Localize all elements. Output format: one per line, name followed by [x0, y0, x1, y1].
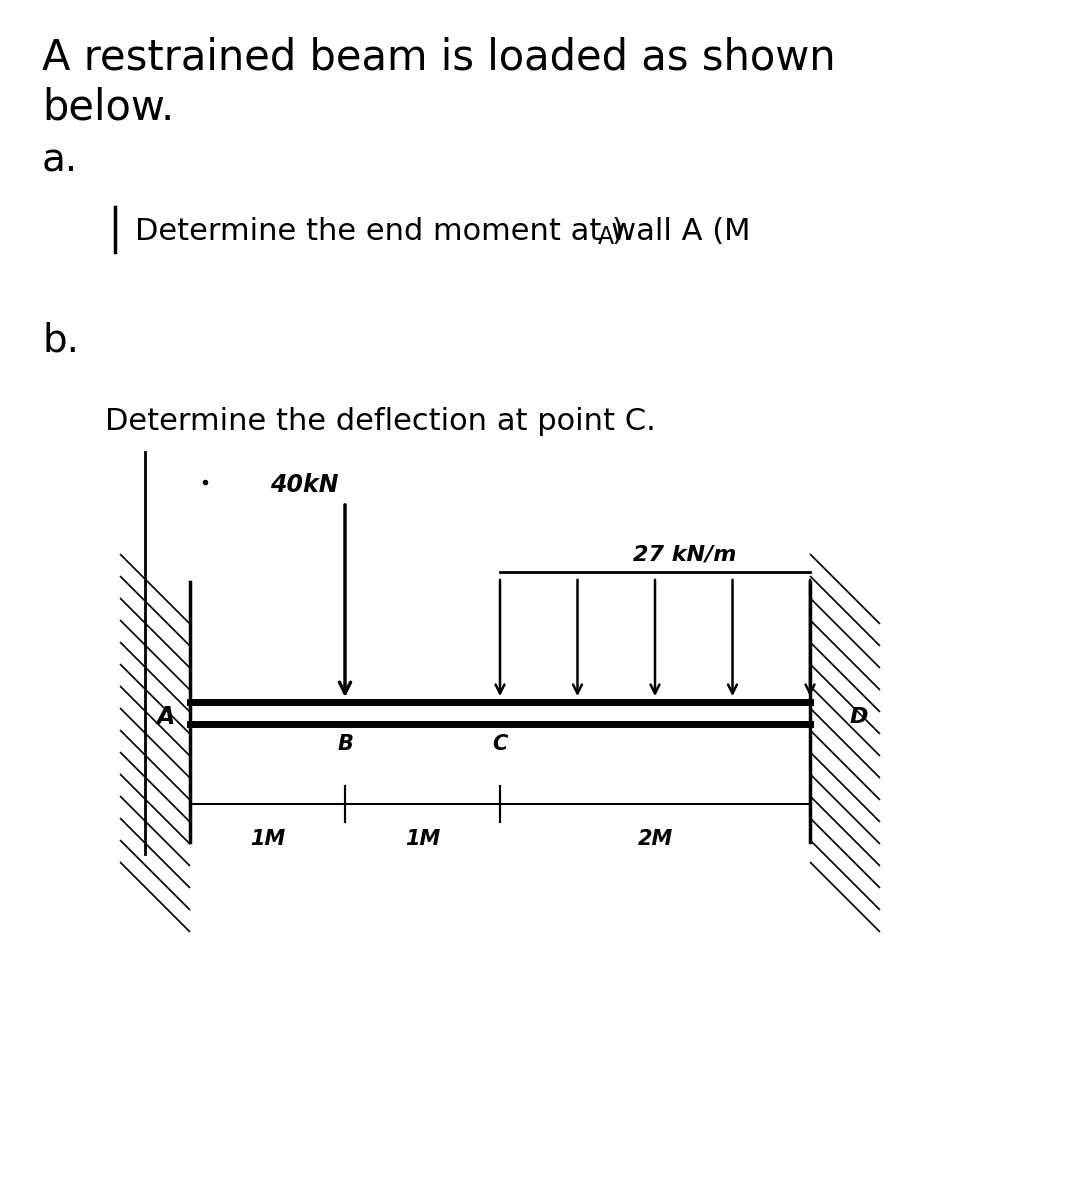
Text: a.: a. [42, 142, 78, 180]
Text: b.: b. [42, 322, 79, 360]
Text: A: A [597, 225, 613, 249]
Text: ).: ). [611, 217, 633, 247]
Text: Determine the deflection at point C.: Determine the deflection at point C. [105, 406, 656, 436]
Text: A: A [157, 704, 175, 730]
Text: Determine the end moment at wall A (M: Determine the end moment at wall A (M [135, 217, 751, 247]
Text: 1M: 1M [405, 828, 441, 849]
Text: 1M: 1M [249, 828, 285, 849]
Text: C: C [492, 734, 508, 755]
Text: below.: below. [42, 87, 174, 129]
Text: 27 kN/m: 27 kN/m [633, 544, 737, 564]
Text: 40kN: 40kN [270, 473, 338, 497]
Text: B: B [337, 734, 353, 755]
Text: A restrained beam is loaded as shown: A restrained beam is loaded as shown [42, 37, 836, 79]
Text: 2M: 2M [637, 828, 673, 849]
Text: D: D [850, 707, 868, 727]
